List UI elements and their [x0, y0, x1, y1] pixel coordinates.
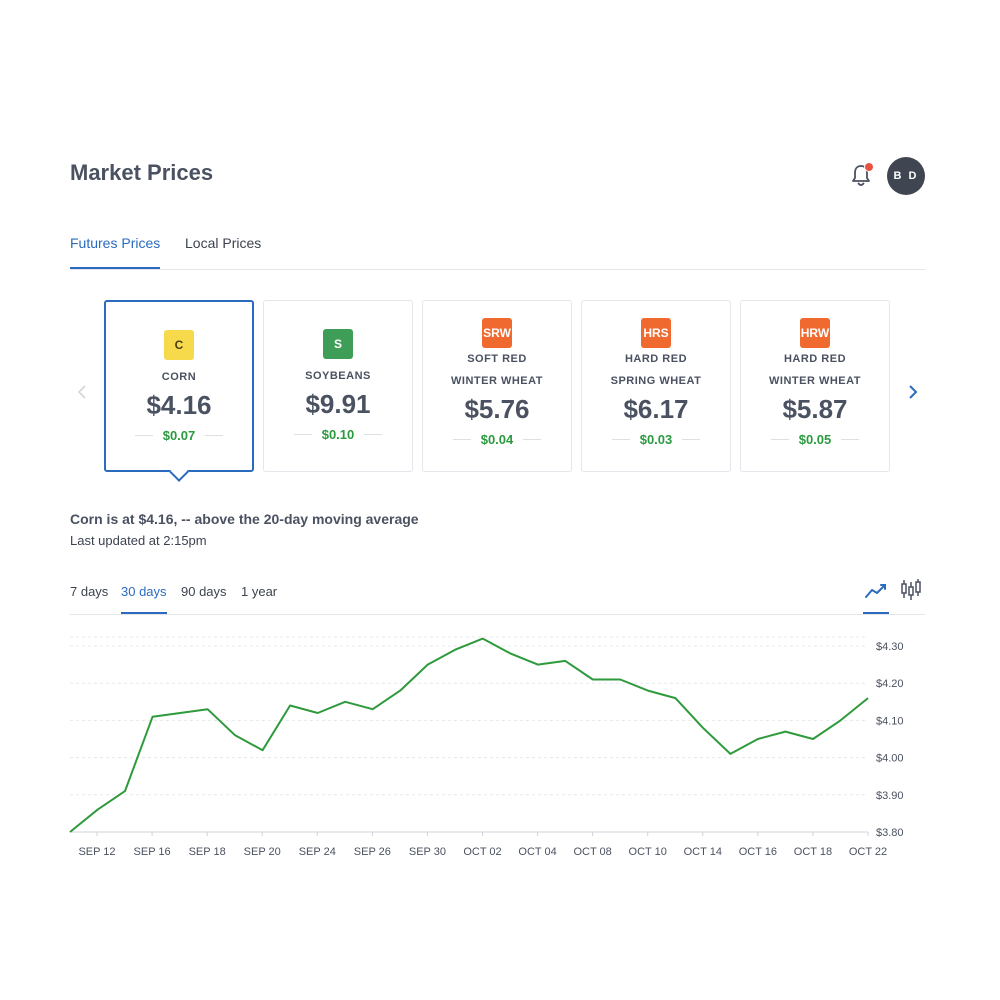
price-series-line	[69, 637, 869, 833]
commodity-name: SOYBEANS	[305, 370, 371, 382]
x-tick-label: SEP 30	[409, 846, 446, 858]
chevron-right-icon	[909, 385, 918, 399]
x-tick-label: OCT 08	[573, 846, 611, 858]
range-tab-30-days[interactable]: 30 days	[121, 584, 167, 614]
x-tick-label: OCT 02	[463, 846, 501, 858]
x-tick-label: OCT 14	[684, 846, 722, 858]
x-tick-label: SEP 16	[134, 846, 171, 858]
range-tabs: 7 days 30 days 90 days 1 year	[70, 578, 925, 615]
selected-pointer	[169, 462, 189, 482]
price-tabs: Futures Prices Local Prices	[70, 229, 925, 270]
commodity-price: $5.76	[464, 394, 530, 424]
candlestick-chart-toggle[interactable]	[899, 578, 925, 612]
price-change: $0.05	[798, 432, 832, 447]
x-tick-label: OCT 18	[794, 846, 832, 858]
commodity-card-hrs[interactable]: HRS HARD RED SPRING WHEAT $6.17 $0.03	[581, 300, 731, 472]
x-tick-label: OCT 16	[739, 846, 777, 858]
x-tick-label: SEP 12	[78, 846, 115, 858]
range-tab-7-days[interactable]: 7 days	[70, 584, 109, 599]
commodity-price: $5.87	[782, 394, 848, 424]
carousel-next-button[interactable]	[903, 382, 923, 402]
line-chart-toggle[interactable]	[863, 578, 889, 614]
chevron-left-icon	[77, 385, 86, 399]
x-tick-label: SEP 18	[189, 846, 226, 858]
range-tab-90-days[interactable]: 90 days	[181, 584, 227, 599]
x-tick-label: OCT 22	[849, 846, 887, 858]
x-tick-label: OCT 10	[629, 846, 667, 858]
x-tick-label: SEP 26	[354, 846, 391, 858]
price-change: $0.07	[162, 428, 196, 443]
line-chart-icon	[865, 584, 886, 598]
candlestick-icon	[901, 579, 921, 600]
range-tab-1-year[interactable]: 1 year	[241, 584, 278, 599]
srw-badge: SRW	[482, 318, 512, 348]
notification-dot	[864, 162, 874, 172]
price-change: $0.03	[639, 432, 673, 447]
hrs-badge: HRS	[641, 318, 671, 348]
commodity-name-line2: WINTER WHEAT	[451, 375, 543, 387]
y-tick-label: $3.90	[876, 790, 904, 802]
y-tick-label: $3.80	[876, 827, 904, 839]
x-tick-label: OCT 04	[518, 846, 556, 858]
commodity-price: $4.16	[146, 390, 212, 420]
y-tick-label: $4.00	[876, 753, 904, 765]
commodity-name-line2: WINTER WHEAT	[769, 375, 861, 387]
hrw-badge: HRW	[800, 318, 830, 348]
commodity-card-hrw[interactable]: HRW HARD RED WINTER WHEAT $5.87 $0.05	[740, 300, 890, 472]
commodity-price: $6.17	[623, 394, 689, 424]
commodity-card-soybeans[interactable]: S SOYBEANS $9.91 $0.10	[263, 300, 413, 472]
commodity-name: CORN	[161, 371, 197, 383]
price-change: $0.10	[321, 427, 355, 442]
price-line-chart: $4.30 $4.20 $4.10 $4.00 $3.90 $3.80 SEP 12 SEP …	[69, 636, 904, 858]
commodity-name-line2: SPRING WHEAT	[610, 375, 702, 387]
price-summary: Corn is at $4.16, -- above the 20-day mo…	[70, 511, 419, 527]
x-tick-label: SEP 20	[244, 846, 281, 858]
commodity-card-srw[interactable]: SRW SOFT RED WINTER WHEAT $5.76 $0.04	[422, 300, 572, 472]
commodity-name-line1: HARD RED	[624, 353, 688, 365]
commodity-price: $9.91	[305, 389, 371, 419]
tab-local-prices[interactable]: Local Prices	[185, 235, 262, 251]
y-tick-label: $4.10	[876, 715, 904, 727]
corn-badge: C	[164, 330, 194, 360]
y-tick-label: $4.30	[876, 641, 904, 653]
carousel-prev-button[interactable]	[72, 382, 92, 402]
tab-futures-prices[interactable]: Futures Prices	[70, 235, 161, 269]
y-tick-label: $4.20	[876, 678, 904, 690]
soybeans-badge: S	[323, 329, 353, 359]
price-change: $0.04	[480, 432, 514, 447]
commodity-name-line1: HARD RED	[783, 353, 847, 365]
user-avatar[interactable]: B D	[887, 157, 925, 195]
commodity-card-corn[interactable]: C CORN $4.16 $0.07	[104, 300, 254, 482]
x-tick-label: SEP 24	[299, 846, 336, 858]
last-updated: Last updated at 2:15pm	[70, 533, 207, 548]
page-title: Market Prices	[70, 160, 214, 185]
commodity-name-line1: SOFT RED	[467, 353, 527, 365]
